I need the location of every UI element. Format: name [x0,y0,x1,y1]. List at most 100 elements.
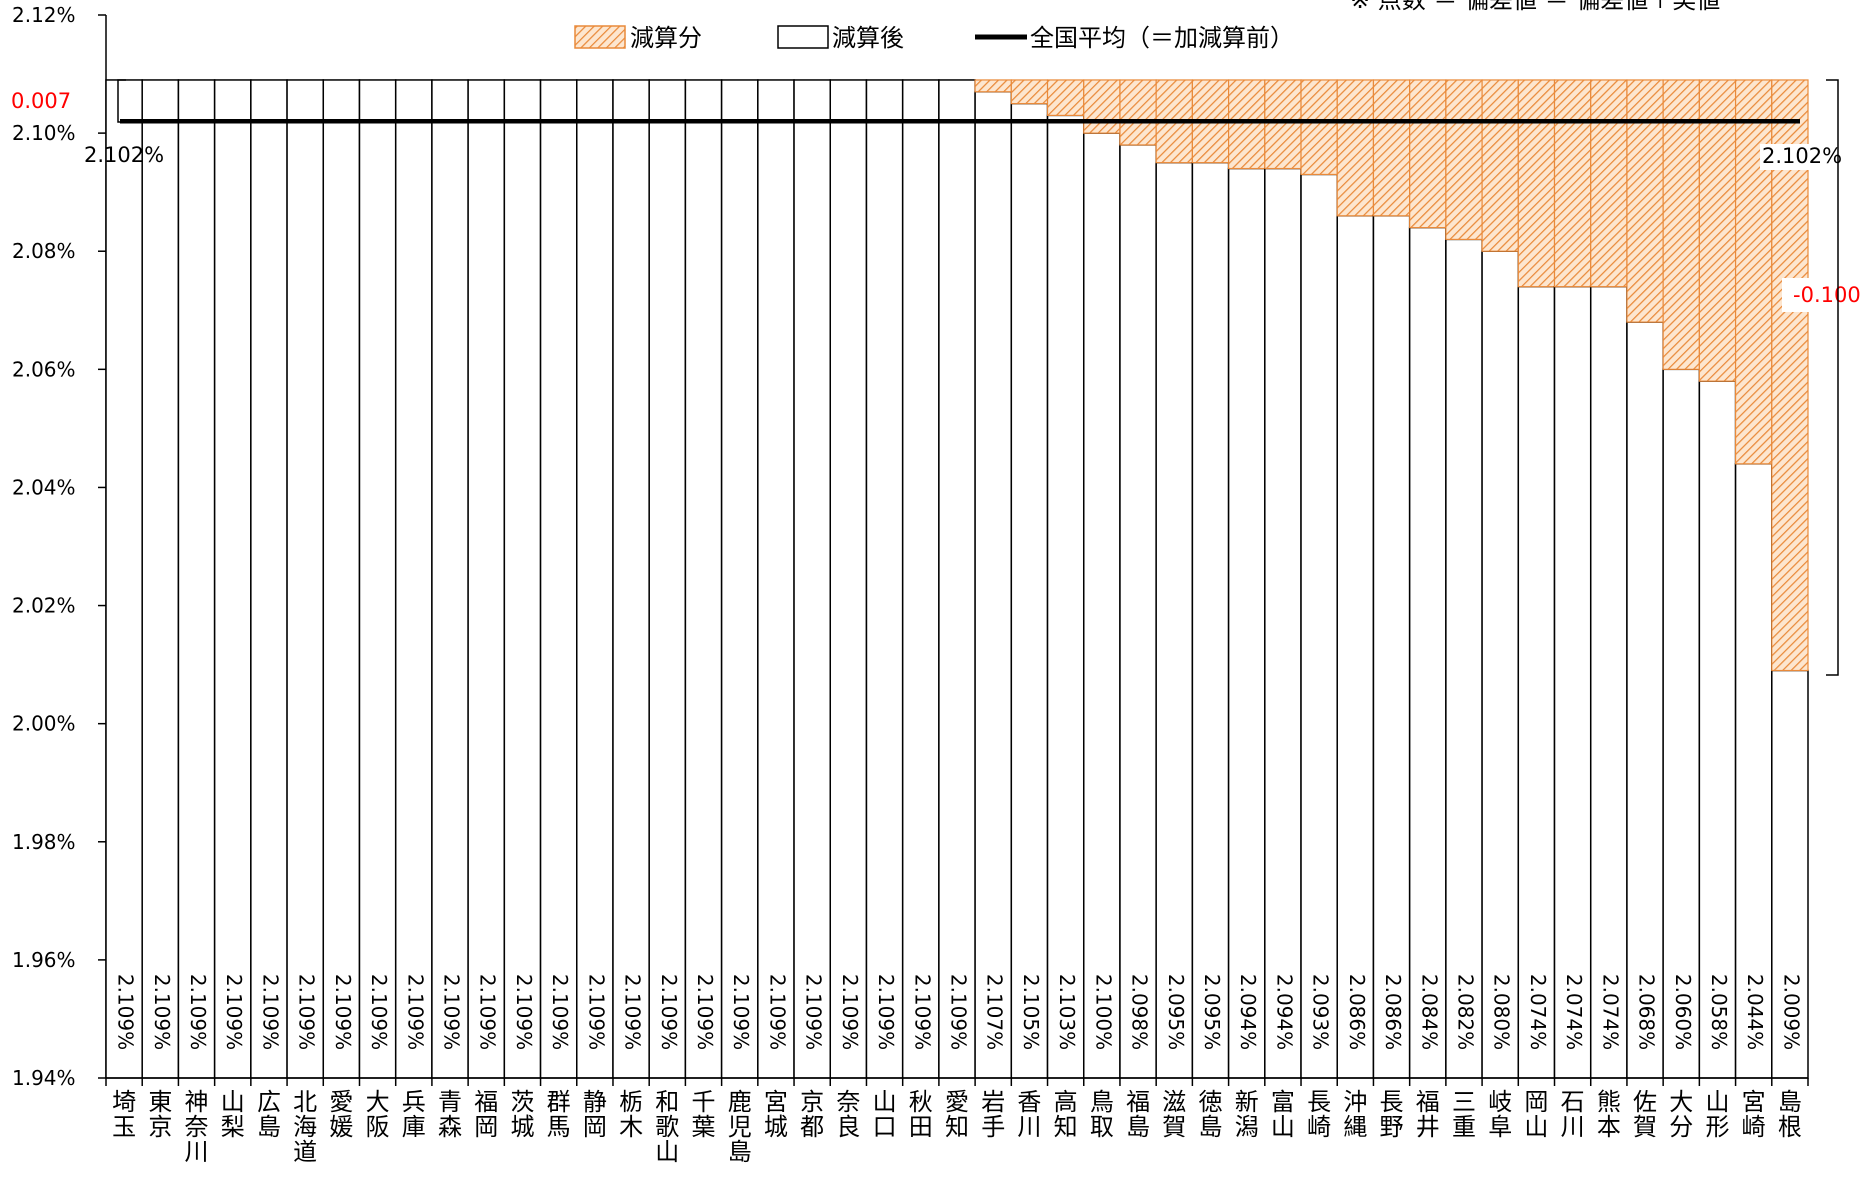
bar-after [901,79,940,1079]
bar-value-label: 2.009% [1779,974,1803,1050]
category-label: 山口 [873,1088,897,1141]
bar-value-label: 2.107% [983,974,1007,1050]
bar-after [467,79,506,1079]
y-tick-label: 1.96% [12,948,76,972]
legend-after-label: 減算後 [832,24,904,52]
bar-after [1662,368,1701,1079]
category-label: 山梨 [221,1088,245,1141]
y-tick-label: 1.94% [12,1066,76,1090]
category-label: 静岡 [583,1088,607,1141]
bar-value-label: 2.103% [1055,974,1079,1050]
bar-reduction [974,79,1012,93]
bar-value-label: 2.109% [874,974,898,1050]
bar-reduction [1119,79,1157,146]
average-label-left: 2.102% [84,143,164,167]
legend-reduction-swatch [574,25,626,49]
bar-reduction [1372,79,1411,217]
bar-after [539,79,578,1079]
bar-after [1517,285,1556,1079]
y-tick-label: 2.10% [12,121,76,145]
category-label: 沖縄 [1343,1088,1367,1141]
bar-value-label: 2.074% [1526,974,1550,1050]
bar-after [141,79,180,1079]
category-label: 香川 [1017,1088,1041,1141]
bar-value-label: 2.109% [331,974,355,1050]
category-label: 高知 [1054,1088,1078,1141]
bar-reduction [1409,79,1447,229]
bar-after [684,79,723,1079]
bar-value-label: 2.109% [729,974,753,1050]
bar-after [938,79,976,1079]
bar-value-label: 2.109% [476,974,500,1050]
bar-value-label: 2.095% [1164,974,1188,1050]
bar-after [1372,215,1411,1079]
category-label: 福岡 [474,1088,498,1141]
bar-after [322,79,361,1079]
bar-value-label: 2.094% [1236,974,1260,1050]
y-tick-label: 2.00% [12,712,76,736]
average-label-right-bg [1760,144,1826,170]
bar-value-label: 2.109% [910,974,934,1050]
bar-after [1227,167,1266,1079]
category-label: 群馬 [547,1088,571,1141]
bar-value-label: 2.105% [1019,974,1043,1050]
bar-reduction [1227,79,1266,170]
bar-reduction [1734,79,1773,465]
bar-after [1119,144,1157,1079]
bar-after [974,91,1013,1079]
bar-after [1445,238,1483,1079]
category-label: 京都 [800,1088,824,1141]
bar-after [358,79,397,1079]
bar-reduction [1553,79,1592,288]
bar-after [1336,215,1375,1079]
bar-value-label: 2.094% [1272,974,1296,1050]
category-label: 新潟 [1235,1088,1259,1141]
diff-small-label: 0.007 [11,89,71,113]
diff-large-label: -0.100 [1793,283,1861,307]
bar-value-label: 2.109% [258,974,282,1050]
category-label: 和歌山 [655,1088,679,1166]
category-label: 岡山 [1524,1088,1548,1141]
y-tick-label: 1.98% [12,830,76,854]
y-tick-label: 2.02% [12,594,76,618]
bar-after [1046,114,1085,1079]
bar-after [177,79,216,1079]
y-tick-label: 2.06% [12,357,76,381]
category-label: 富山 [1271,1088,1295,1141]
bar-after [394,79,433,1079]
bar-after [105,79,143,1079]
bar-reduction [1083,79,1121,134]
bar-value-label: 2.074% [1562,974,1586,1050]
legend-reduction-label: 減算分 [630,24,702,52]
bar-after [1010,102,1049,1079]
diff-small-bracket [117,79,126,123]
bar-reduction [1046,79,1085,116]
bar-value-label: 2.100% [1091,974,1115,1050]
bar-after [576,79,614,1079]
category-label: 長崎 [1307,1088,1331,1141]
category-label: 岩手 [981,1088,1005,1141]
diff-large-bracket [1826,79,1839,676]
bar-value-label: 2.109% [222,974,246,1050]
y-tick-label: 2.12% [12,3,76,27]
bar-reduction [1626,79,1664,323]
category-label: 千葉 [692,1088,716,1141]
diff-large-label-bg [1782,278,1868,312]
category-label: 大阪 [366,1088,390,1141]
bar-value-label: 2.044% [1743,974,1767,1050]
category-label: 福井 [1416,1088,1440,1141]
bar-value-label: 2.109% [621,974,645,1050]
bar-value-label: 2.109% [403,974,427,1050]
legend-average-label: 全国平均（＝加減算前） [1030,24,1294,52]
legend-after-swatch [777,25,829,49]
top-note: ※ 点数 ＝ 偏差値 ＝ 偏差値＋実値 [1350,0,1720,14]
bar-value-label: 2.084% [1417,974,1441,1050]
bar-after [793,79,832,1079]
bar-after [829,79,868,1079]
bar-reduction [1300,79,1338,176]
bar-value-label: 2.109% [186,974,210,1050]
bar-value-label: 2.109% [548,974,572,1050]
bar-value-label: 2.058% [1707,974,1731,1050]
category-label: 滋賀 [1162,1088,1186,1141]
bar-reduction [1264,79,1302,170]
